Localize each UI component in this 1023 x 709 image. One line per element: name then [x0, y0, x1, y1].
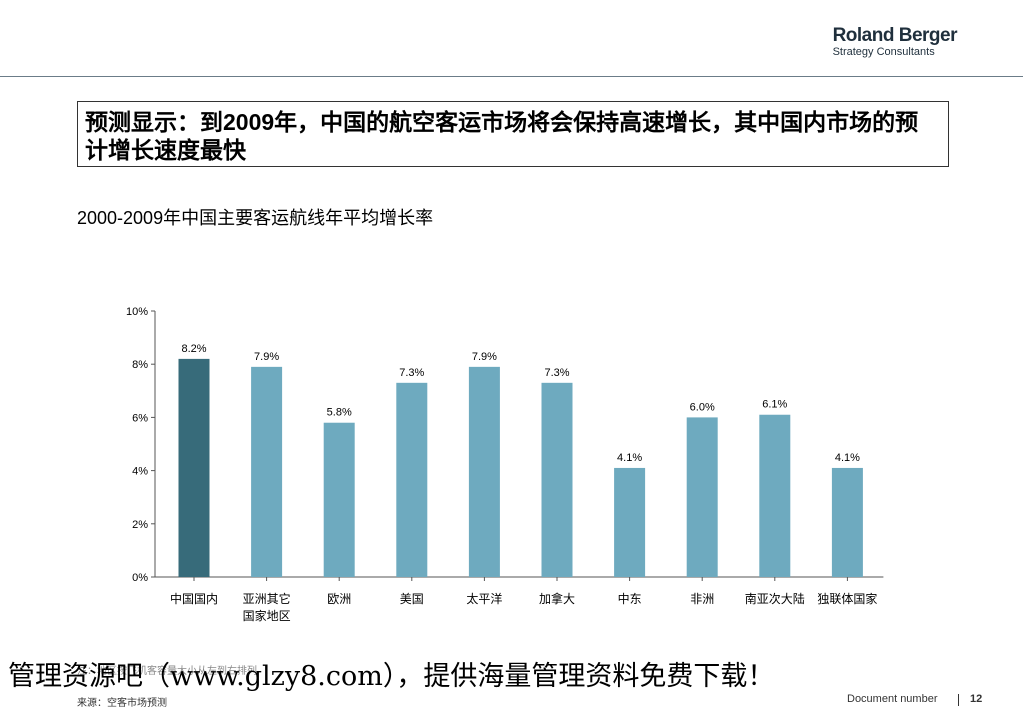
y-tick-label: 0% [132, 572, 148, 584]
bar [541, 382, 573, 577]
y-tick-label: 8% [132, 359, 148, 371]
bar [614, 467, 646, 577]
watermark-text: 管理资源吧（www.glzy8.com），提供海量管理资料免费下载！ [8, 661, 775, 692]
data-label: 5.8% [327, 407, 352, 419]
category-label: 南亚次大陆 [745, 591, 805, 606]
bar [831, 467, 863, 577]
chart-note: 注：地区按飞机客容量大小从左到右排列 [77, 666, 257, 677]
category-label: 国家地区 [243, 608, 291, 623]
chart-subtitle: 2000-2009年中国主要客运航线年平均增长率 [77, 208, 434, 228]
data-label: 7.3% [544, 367, 569, 379]
bar [178, 358, 210, 577]
logo-subtitle: Strategy Consultants [832, 46, 935, 58]
category-label: 独联体国家 [817, 591, 877, 606]
data-label: 6.1% [762, 399, 787, 411]
bar [396, 382, 428, 577]
y-tick-label: 4% [132, 466, 148, 478]
bar [759, 414, 791, 577]
bar [251, 366, 283, 577]
y-tick-label: 10% [126, 306, 148, 318]
y-tick-label: 2% [132, 519, 148, 531]
data-label: 8.2% [181, 343, 206, 355]
data-label: 7.9% [472, 351, 497, 363]
category-label: 太平洋 [466, 591, 502, 606]
bar [323, 422, 355, 577]
header-divider [0, 76, 1023, 77]
data-label: 4.1% [617, 452, 642, 464]
category-label: 加拿大 [539, 591, 575, 606]
category-label: 中国国内 [170, 591, 218, 606]
bar [468, 366, 500, 577]
category-label: 非洲 [690, 592, 714, 606]
data-label: 7.9% [254, 351, 279, 363]
y-tick-label: 6% [132, 412, 148, 424]
logo-brand: Roland Berger [832, 25, 958, 46]
data-label: 6.0% [690, 401, 715, 413]
category-label: 中东 [618, 591, 642, 606]
category-label: 亚洲其它 [243, 591, 291, 606]
data-label: 7.3% [399, 367, 424, 379]
source-note: 来源：空客市场预测 [77, 698, 167, 709]
document-number: Document number [847, 693, 938, 705]
category-label: 美国 [400, 592, 424, 606]
data-label: 4.1% [835, 452, 860, 464]
company-logo: Roland Berger Strategy Consultants [832, 25, 958, 59]
headline-box: 预测显示：到2009年，中国的航空客运市场将会保持高速增长，其中国内市场的预计增… [77, 101, 949, 167]
bar [686, 417, 718, 577]
page-number: 12 [970, 693, 983, 705]
footer-divider [958, 694, 959, 706]
category-label: 欧洲 [327, 592, 351, 606]
